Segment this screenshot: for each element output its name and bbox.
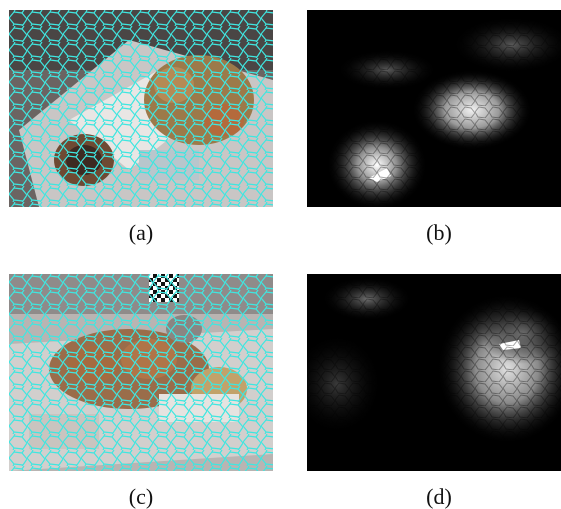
saliency-heatmap-d	[307, 274, 561, 471]
caption-d: (d)	[426, 484, 452, 509]
caption-c: (c)	[128, 484, 154, 509]
superpixel-photo-a	[9, 10, 273, 207]
superpixel-photo-c	[9, 274, 273, 471]
saliency-map-b	[307, 10, 561, 207]
caption-b: (b)	[426, 220, 452, 245]
caption-a: (a)	[128, 220, 154, 245]
superpixel-image-c	[9, 274, 273, 471]
saliency-heatmap-b	[307, 10, 561, 207]
superpixel-image-a	[9, 10, 273, 207]
saliency-map-d	[307, 274, 561, 471]
